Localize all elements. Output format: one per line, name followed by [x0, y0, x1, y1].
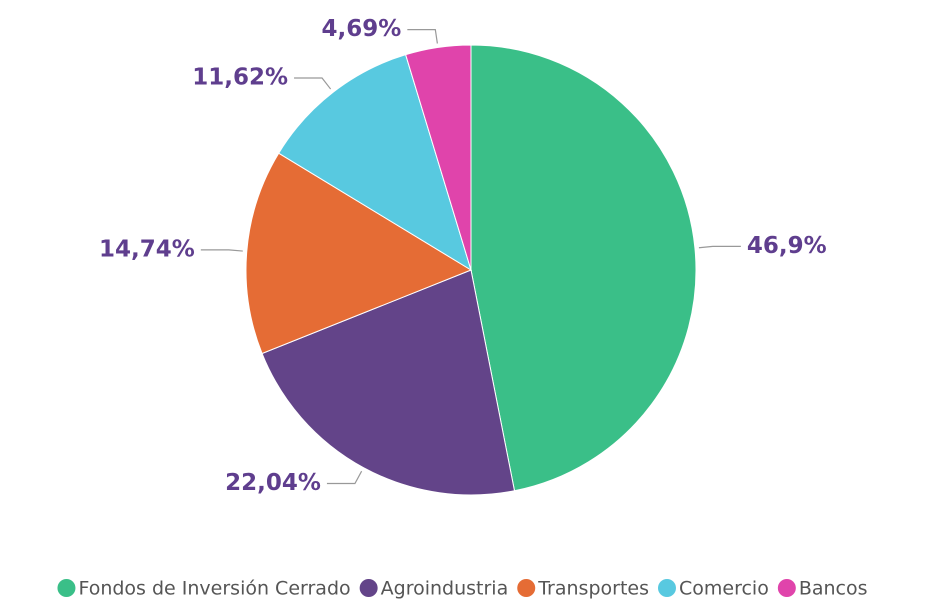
pie-slice [261, 269, 516, 496]
leader-line [326, 470, 363, 485]
pie-slice [278, 54, 472, 272]
legend-label: Comercio [679, 578, 769, 600]
legend-marker [657, 579, 676, 597]
pie-slice [405, 44, 472, 271]
legend-marker [517, 579, 536, 597]
pie-slice [245, 152, 473, 355]
value-label: 14,74% [99, 236, 195, 262]
legend-marker [777, 579, 796, 597]
legend-label: Agroindustria [381, 578, 509, 600]
legend-label: Transportes [537, 578, 649, 600]
leader-line [200, 249, 243, 252]
legend-marker [57, 579, 76, 597]
value-label: 46,9% [747, 233, 827, 259]
leader-line [698, 245, 741, 249]
legend-label: Fondos de Inversión Cerrado [78, 578, 350, 600]
leader-line [407, 29, 438, 44]
value-label: 11,62% [192, 65, 288, 91]
pie-slice [470, 44, 697, 492]
legend-label: Bancos [799, 578, 868, 600]
legend-marker [359, 579, 378, 597]
value-label: 4,69% [322, 16, 402, 42]
value-label: 22,04% [225, 470, 321, 496]
leader-line [294, 77, 332, 90]
